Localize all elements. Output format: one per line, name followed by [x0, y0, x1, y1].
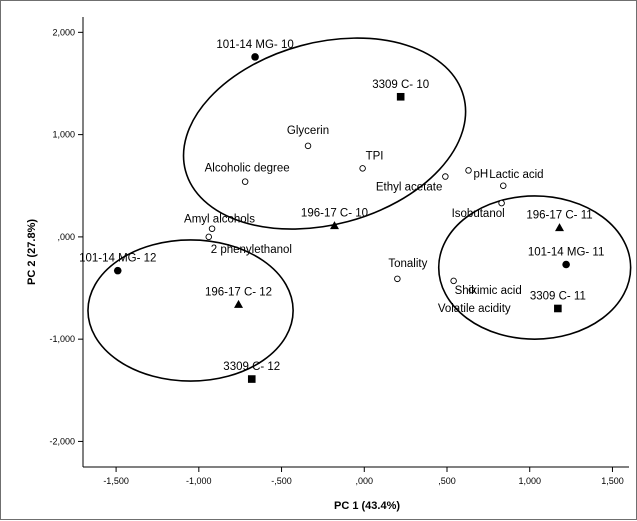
point-volatile-acidity	[468, 286, 476, 294]
group-ellipses	[87, 37, 632, 382]
label-196-17-c-11: 196-17 C- 11	[526, 210, 592, 222]
label-glycerin: Glycerin	[287, 125, 329, 137]
x-axis-title: PC 1 (43.4%)	[334, 500, 400, 512]
label-tonality: Tonality	[388, 258, 427, 270]
label-196-17-c-10: 196-17 C- 10	[301, 208, 368, 220]
point-3309-c-12	[247, 375, 256, 383]
point-ph	[465, 167, 472, 174]
label-2-phenylethanol: 2 phenylethanol	[211, 244, 292, 256]
x-tick-label: 1,500	[601, 476, 624, 486]
label-196-17-c-12: 196-17 C- 12	[205, 286, 272, 298]
x-tick-label: ,000	[356, 476, 374, 486]
label-tpi: TPI	[366, 150, 384, 162]
point-tonality	[394, 275, 401, 283]
point-101-14-mg-10	[251, 53, 259, 61]
label-3309-c-12: 3309 C- 12	[223, 361, 280, 373]
label-101-14-mg-10: 101-14 MG- 10	[216, 39, 293, 51]
label-3309-c-10: 3309 C- 10	[372, 79, 429, 91]
label-alcoholic-degree: Alcoholic degree	[205, 163, 290, 175]
ellipse-group-10	[182, 37, 467, 230]
y-tick-label: 1,000	[52, 130, 75, 140]
label-lactic-acid: Lactic acid	[489, 169, 543, 181]
label-isobutanol: Isobutanol	[452, 208, 505, 220]
point-alcoholic-degree	[241, 178, 249, 185]
point-ethyl-acetate	[442, 173, 449, 180]
axes: -1,500 -1,000 -,500 ,000 ,500 1,000 1,500 2,000…	[49, 17, 629, 486]
label-ph: pH	[474, 168, 489, 180]
label-3309-c-11: 3309 C- 11	[530, 290, 586, 302]
point-101-14-mg-11	[562, 260, 570, 269]
point-196-17-c-11	[555, 223, 565, 232]
data-points	[113, 53, 570, 383]
point-tpi	[359, 165, 366, 172]
label-101-14-mg-11: 101-14 MG- 11	[528, 247, 605, 259]
point-196-17-c-12	[234, 299, 244, 308]
y-axis-title: PC 2 (27.8%)	[26, 219, 38, 285]
label-shikimic-acid: Shikimic acid	[455, 285, 522, 297]
ellipse-group-12	[87, 239, 294, 382]
point-glycerin	[304, 142, 312, 150]
ellipse-group-11	[437, 195, 632, 340]
point-lactic-acid	[500, 182, 507, 189]
point-101-14-mg-12	[113, 266, 122, 275]
x-tick-label: -,500	[271, 476, 292, 486]
label-101-14-mg-12: 101-14 MG- 12	[79, 253, 156, 265]
y-tick-label: 2,000	[52, 27, 75, 37]
y-tick-label: -1,000	[49, 334, 75, 344]
x-tick-label: ,500	[438, 476, 456, 486]
x-tick-label: 1,000	[518, 476, 541, 486]
point-196-17-c-10	[329, 221, 339, 230]
point-labels: 101-14 MG- 10 3309 C- 10 196-17 C- 10 101-1…	[79, 39, 604, 373]
x-tick-label: -1,500	[103, 476, 129, 486]
label-amyl-alcohols: Amyl alcohols	[184, 214, 255, 226]
label-volatile-acidity: Volatile acidity	[438, 303, 511, 315]
point-3309-c-10	[396, 92, 405, 101]
y-tick-label: -2,000	[49, 436, 75, 446]
label-ethyl-acetate: Ethyl acetate	[376, 182, 442, 194]
point-3309-c-11	[554, 304, 562, 313]
point-amyl-alcohols	[208, 225, 216, 232]
point-2-phenylethanol	[205, 233, 212, 241]
x-tick-label: -1,000	[186, 476, 212, 486]
point-isobutanol	[498, 199, 505, 207]
point-shikimic-acid	[450, 277, 457, 285]
y-tick-label: ,000	[57, 232, 75, 242]
